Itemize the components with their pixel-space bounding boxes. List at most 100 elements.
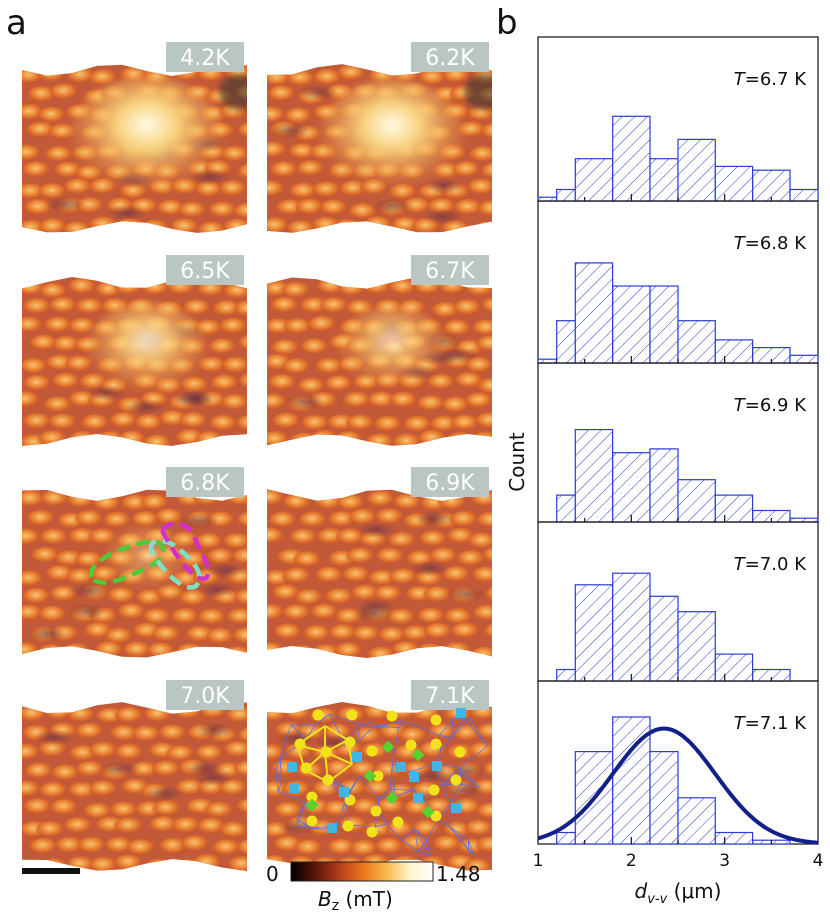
vortex-bump [267, 781, 291, 799]
delaunay-edge [297, 801, 306, 827]
vortex-bump [476, 836, 492, 855]
delaunay-edge [440, 737, 452, 751]
temperature-tag-bg [166, 467, 244, 497]
vortex-bump [36, 821, 66, 839]
vortex-bump [55, 836, 86, 855]
six-fold-vortex [405, 739, 417, 751]
vortex-bump [114, 278, 145, 297]
vortex-bump [449, 510, 480, 529]
dome-peak [85, 301, 209, 399]
vortex-bump [206, 548, 237, 567]
vortex-bump [132, 725, 163, 744]
vortex-valley [176, 390, 217, 407]
temperature-symbol: T [734, 554, 747, 575]
vortex-valley [270, 122, 311, 139]
vortex-bump [283, 703, 314, 722]
vortex-bump [333, 218, 363, 233]
five-fold-vortex [352, 752, 362, 762]
vortex-bump [117, 603, 148, 622]
vortex-bump [416, 394, 447, 413]
histogram-panels: T=6.7 KT=6.8 KT=6.9 KT=7.0 KT=7.1 K1 2 3 4 [533, 36, 824, 871]
histogram-bar [714, 494, 754, 523]
vortex-bump [22, 298, 53, 317]
vortex-bump [237, 163, 247, 182]
map-surface [267, 64, 492, 233]
vortex-bump [418, 68, 449, 87]
vortex-bump [296, 160, 327, 178]
delaunay-edge [329, 713, 361, 725]
six-fold-vortex [294, 738, 306, 750]
vortex-bump [219, 821, 247, 840]
temperature-tag: 6.5K [166, 255, 244, 285]
temperature-label: T=6.7 K [734, 69, 807, 90]
temperature-value: =6.7 K [745, 69, 807, 90]
temperature-value: =7.1 K [745, 713, 807, 734]
vortex-valley [205, 562, 246, 579]
vortex-bump [284, 107, 315, 126]
colorbar: 0 1.48 Bz (mT) [266, 861, 481, 913]
vortex-bump [208, 338, 239, 357]
vortex-bump [122, 641, 153, 658]
x-axis-symbol: d [635, 879, 648, 903]
vortex-bump [209, 414, 240, 433]
vortex-bump [442, 565, 472, 584]
histogram-bar [714, 831, 754, 845]
delaunay-edge [280, 724, 292, 759]
temperature-tag-bg [411, 680, 489, 710]
vortex-bump [236, 797, 247, 816]
vortex-valley [372, 198, 413, 215]
vortex-bump [204, 801, 235, 820]
colorbar-max: 1.48 [436, 862, 481, 886]
x-tick-label: 4 [813, 851, 824, 871]
vortex-bump [267, 527, 287, 546]
vortex-map: 6.5K [22, 255, 247, 446]
histogram-bar [574, 262, 614, 364]
delaunay-edge [449, 826, 470, 852]
vortex-bump [349, 839, 380, 858]
vortex-bump [49, 798, 80, 817]
delaunay-edge [451, 718, 465, 739]
six-fold-vortex [344, 736, 356, 748]
vortex-bump [88, 69, 119, 88]
histogram-bar [677, 479, 716, 523]
vortex-bump [37, 644, 68, 658]
x-tick-label: 3 [719, 851, 730, 871]
vortex-bump [31, 546, 62, 565]
vortex-valley [143, 785, 184, 802]
vortex-bump [89, 741, 120, 760]
vortex-bump [267, 393, 289, 412]
temperature-symbol: T [734, 395, 747, 416]
vortex-bump [218, 180, 247, 199]
vortex-bump [38, 740, 69, 759]
five-fold-vortex [451, 803, 461, 813]
vortex-bump [75, 509, 105, 528]
vortex-bump [152, 625, 183, 644]
vortex-bump [325, 588, 355, 607]
vortex-bump [463, 858, 492, 871]
vortex-bump [456, 550, 487, 568]
vortex-bump [170, 218, 201, 233]
green-outline [88, 539, 166, 585]
vortex-bump [297, 377, 328, 396]
vortex-bump [400, 835, 431, 854]
vortex-bump [350, 584, 381, 603]
vortex-bump [68, 277, 98, 296]
vortex-valley [297, 84, 338, 101]
vortex-bump [22, 374, 53, 393]
temperature-tag-bg [411, 255, 489, 285]
vortex-bump [315, 357, 346, 376]
delaunay-edge [275, 770, 282, 782]
vortex-bump [43, 396, 74, 415]
delaunay-edge [449, 783, 462, 805]
delaunay-edge [314, 713, 330, 726]
vortex-bump [268, 511, 299, 530]
vortex-bump [327, 838, 358, 857]
vortex-bump [314, 566, 345, 585]
colorbar-gradient [290, 861, 434, 882]
temperature-tag-bg [166, 680, 244, 710]
panel-b-letter: b [496, 3, 518, 43]
histogram-bar [677, 797, 716, 845]
temperature-tag: 6.7K [411, 255, 489, 285]
vortex-bump [476, 802, 492, 821]
temperature-tag: 7.0K [166, 680, 244, 710]
